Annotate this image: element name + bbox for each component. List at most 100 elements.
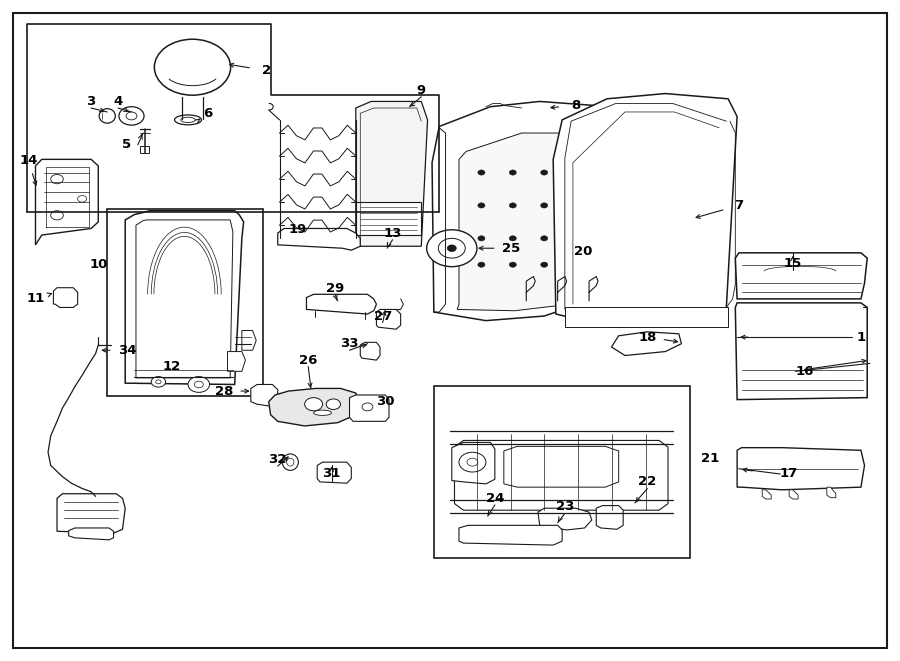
Text: 4: 4 [113, 95, 122, 108]
Text: 12: 12 [163, 360, 181, 373]
Polygon shape [360, 342, 380, 360]
Text: 18: 18 [638, 330, 657, 344]
Circle shape [478, 262, 485, 267]
Circle shape [478, 236, 485, 241]
Polygon shape [306, 294, 376, 314]
Circle shape [509, 170, 517, 175]
Ellipse shape [283, 454, 299, 471]
Polygon shape [125, 211, 244, 385]
Text: 5: 5 [122, 138, 131, 151]
Text: 34: 34 [118, 344, 136, 357]
Ellipse shape [313, 410, 331, 415]
Text: 11: 11 [26, 292, 45, 305]
Ellipse shape [155, 39, 230, 95]
Text: 19: 19 [288, 223, 307, 235]
Text: 31: 31 [322, 467, 341, 481]
Text: 17: 17 [780, 467, 798, 481]
Circle shape [447, 245, 456, 252]
Circle shape [188, 377, 210, 393]
Ellipse shape [287, 458, 294, 466]
Text: 13: 13 [383, 227, 401, 239]
Polygon shape [349, 395, 389, 421]
Circle shape [126, 112, 137, 120]
Circle shape [194, 381, 203, 388]
Text: 24: 24 [486, 492, 504, 505]
Circle shape [156, 380, 161, 384]
Text: 25: 25 [502, 242, 520, 254]
Polygon shape [251, 385, 278, 407]
Circle shape [509, 203, 517, 208]
Circle shape [541, 262, 548, 267]
Polygon shape [317, 462, 351, 483]
Polygon shape [376, 309, 400, 329]
Polygon shape [789, 490, 798, 499]
Polygon shape [68, 528, 113, 540]
Ellipse shape [99, 108, 115, 123]
Text: 8: 8 [571, 99, 580, 112]
Polygon shape [269, 389, 360, 426]
Polygon shape [35, 159, 98, 245]
Text: 26: 26 [299, 354, 318, 367]
Circle shape [438, 239, 465, 258]
Polygon shape [432, 101, 600, 321]
Text: 10: 10 [89, 258, 107, 271]
Circle shape [478, 170, 485, 175]
Text: 2: 2 [262, 64, 271, 77]
Circle shape [509, 262, 517, 267]
Text: 16: 16 [796, 365, 814, 378]
Polygon shape [459, 525, 562, 545]
Polygon shape [762, 490, 771, 499]
Bar [107, 209, 264, 397]
Circle shape [362, 403, 373, 410]
Circle shape [77, 196, 86, 202]
Circle shape [541, 236, 548, 241]
Polygon shape [737, 447, 865, 490]
Circle shape [50, 211, 63, 220]
Polygon shape [454, 440, 668, 510]
Polygon shape [356, 101, 427, 247]
Text: 32: 32 [268, 453, 287, 466]
Polygon shape [611, 332, 681, 356]
Text: 21: 21 [701, 452, 719, 465]
Text: 20: 20 [573, 245, 592, 258]
Text: 29: 29 [326, 282, 345, 295]
Polygon shape [735, 253, 868, 299]
Text: 6: 6 [203, 107, 212, 120]
Polygon shape [735, 303, 868, 400]
Ellipse shape [175, 115, 202, 125]
Text: 14: 14 [19, 154, 38, 167]
Text: 28: 28 [215, 385, 233, 397]
Polygon shape [827, 487, 836, 498]
Polygon shape [565, 307, 728, 327]
Text: 7: 7 [734, 199, 743, 212]
Circle shape [50, 175, 63, 184]
Polygon shape [457, 133, 576, 311]
Circle shape [509, 236, 517, 241]
Polygon shape [538, 508, 592, 530]
Polygon shape [452, 442, 495, 484]
Text: 15: 15 [784, 257, 802, 270]
Polygon shape [242, 330, 256, 350]
Circle shape [467, 458, 478, 466]
Circle shape [326, 399, 340, 409]
Polygon shape [136, 220, 233, 378]
Polygon shape [596, 506, 623, 529]
Polygon shape [554, 94, 737, 327]
Polygon shape [57, 494, 125, 533]
Text: 22: 22 [638, 475, 656, 488]
Polygon shape [228, 352, 246, 371]
Circle shape [459, 452, 486, 472]
Text: 3: 3 [86, 95, 95, 108]
Bar [434, 387, 690, 558]
Ellipse shape [181, 117, 195, 122]
Polygon shape [356, 202, 421, 235]
Text: 27: 27 [374, 309, 392, 323]
Polygon shape [278, 229, 360, 251]
Circle shape [427, 230, 477, 266]
Text: 9: 9 [417, 84, 426, 97]
Circle shape [304, 398, 322, 410]
Polygon shape [504, 446, 618, 487]
Circle shape [541, 203, 548, 208]
Circle shape [119, 106, 144, 125]
Circle shape [541, 170, 548, 175]
